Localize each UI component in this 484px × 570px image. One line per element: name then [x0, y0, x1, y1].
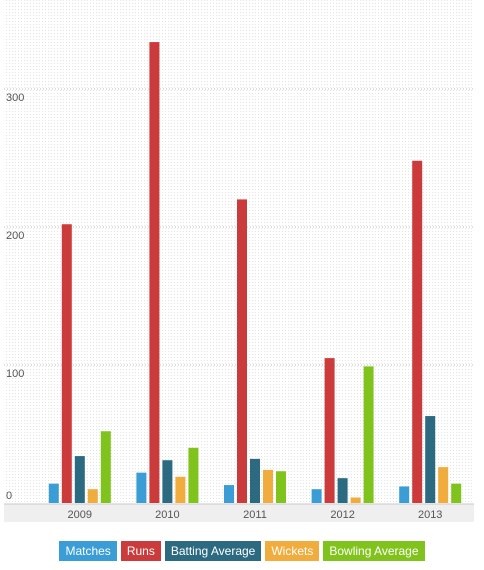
bar-bowling-average-2012[interactable] — [363, 366, 374, 503]
bar-matches-2013[interactable] — [399, 486, 410, 503]
bars — [48, 42, 462, 504]
legend-item-bowling-average[interactable]: Bowling Average — [323, 541, 425, 561]
legend: Matches Runs Batting Average Wickets Bowling… — [0, 541, 484, 563]
bar-matches-2010[interactable] — [136, 472, 147, 503]
x-tick-label: 2013 — [418, 509, 442, 521]
legend-item-runs[interactable]: Runs — [120, 541, 161, 561]
plot-area: 0 100 200 300 2009 2010 2011 2012 2013 — [4, 0, 474, 522]
bar-batting-average-2013[interactable] — [425, 416, 436, 503]
bar-wickets-2012[interactable] — [350, 497, 361, 503]
bar-wickets-2011[interactable] — [263, 469, 273, 503]
x-tick-label: 2010 — [155, 509, 179, 521]
bar-batting-average-2009[interactable] — [74, 456, 85, 503]
bar-batting-average-2012[interactable] — [337, 478, 348, 503]
bar-wickets-2013[interactable] — [438, 467, 449, 503]
bar-matches-2009[interactable] — [48, 483, 59, 503]
legend-item-wickets[interactable]: Wickets — [265, 541, 320, 561]
bar-runs-2009[interactable] — [61, 224, 72, 504]
x-axis-band — [4, 504, 474, 522]
axis-labels: 0 100 200 300 2009 2010 2011 2012 2013 — [6, 92, 442, 521]
x-tick-label: 2009 — [68, 509, 92, 521]
y-tick-label: 300 — [6, 92, 24, 104]
bar-bowling-average-2010[interactable] — [188, 447, 199, 503]
bar-runs-2013[interactable] — [412, 160, 423, 503]
bar-bowling-average-2013[interactable] — [451, 483, 462, 503]
legend-item-matches[interactable]: Matches — [59, 541, 117, 561]
bar-batting-average-2011[interactable] — [250, 458, 260, 503]
x-tick-label: 2012 — [330, 509, 354, 521]
bar-bowling-average-2009[interactable] — [100, 431, 111, 503]
y-tick-label: 100 — [6, 368, 24, 380]
legend-item-batting-average[interactable]: Batting Average — [164, 541, 262, 561]
bar-bowling-average-2011[interactable] — [276, 471, 286, 503]
bar-runs-2012[interactable] — [324, 358, 335, 503]
gridlines — [4, 88, 474, 366]
y-tick-label: 0 — [6, 490, 12, 502]
bar-wickets-2010[interactable] — [175, 476, 186, 503]
bar-runs-2010[interactable] — [149, 42, 160, 503]
bar-runs-2011[interactable] — [237, 199, 247, 503]
bar-wickets-2009[interactable] — [87, 489, 98, 503]
bar-batting-average-2010[interactable] — [162, 460, 173, 503]
bar-matches-2012[interactable] — [311, 489, 322, 503]
bar-matches-2011[interactable] — [224, 485, 234, 503]
x-tick-label: 2011 — [243, 509, 267, 521]
y-tick-label: 200 — [6, 230, 24, 242]
